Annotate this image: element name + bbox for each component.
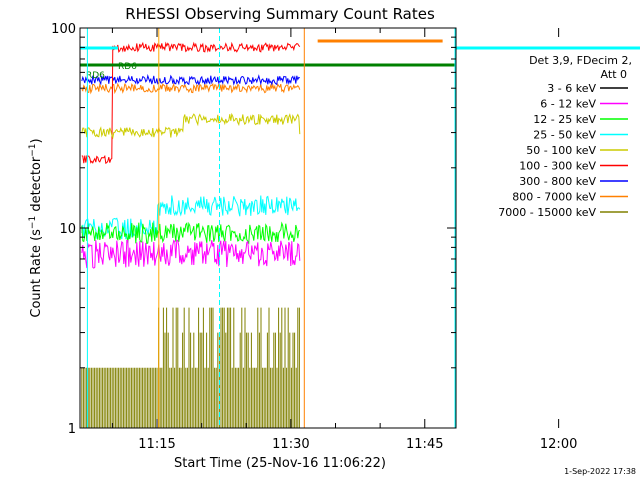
series-line-6-12kev <box>81 239 301 269</box>
y-tick-label: 1 <box>68 422 76 437</box>
y-axis-label-mid: detector <box>29 156 44 216</box>
series-line-25-50kev <box>81 195 301 240</box>
annotation-rd6: RD6 <box>86 71 105 81</box>
legend-label: 300 - 800 keV <box>519 175 596 188</box>
legend-header: Det 3,9, FDecim 2, <box>529 54 632 67</box>
x-tick-label: 12:00 <box>540 437 577 452</box>
series-line-800-7000kev <box>81 82 301 95</box>
series-line-12-25kev <box>81 221 301 245</box>
y-axis-label-end: ) <box>29 138 44 143</box>
series-line-50-100kev <box>81 112 301 140</box>
annotation-rd6-2: RD6 <box>118 62 137 72</box>
legend-label: 7000 - 15000 keV <box>498 206 596 219</box>
x-tick-label: 11:15 <box>138 437 175 452</box>
legend-label: 100 - 300 keV <box>519 160 596 173</box>
y-axis-label-exp1: −1 <box>28 216 38 229</box>
footer-date: 1-Sep-2022 17:38 <box>564 467 636 476</box>
legend-label: 50 - 100 keV <box>526 144 596 157</box>
legend-label: 6 - 12 keV <box>540 98 596 111</box>
x-axis-label: Start Time (25-Nov-16 11:06:22) <box>174 456 386 471</box>
legend-label: 25 - 50 keV <box>533 129 596 142</box>
legend-label: 3 - 6 keV <box>547 82 596 95</box>
legend: 3 - 6 keV 6 - 12 keV 12 - 25 keV 25 - 50 ke… <box>498 82 628 219</box>
y-tick-label: 100 <box>51 22 76 37</box>
y-axis-label: Count Rate (s−1 detector−1) <box>28 138 44 317</box>
x-tick-label: 11:45 <box>406 437 443 452</box>
series-line-7000-15000kev <box>81 307 300 428</box>
series-line-300-800kev <box>81 73 301 86</box>
legend-label: 12 - 25 keV <box>533 113 596 126</box>
chart-title: RHESSI Observing Summary Count Rates <box>125 5 435 23</box>
y-axis-label-exp2: −1 <box>28 143 38 156</box>
y-tick-label: 10 <box>59 222 76 237</box>
x-tick-label: 11:30 <box>272 437 309 452</box>
legend-header-att: Att 0 <box>601 68 627 81</box>
legend-label: 800 - 7000 keV <box>512 191 596 204</box>
y-axis-label-main: Count Rate (s <box>29 229 44 318</box>
series-line-100-300kev <box>81 41 301 165</box>
axes-layer: 11010011:1511:3011:4512:0012:1512:3012:4… <box>51 22 577 452</box>
